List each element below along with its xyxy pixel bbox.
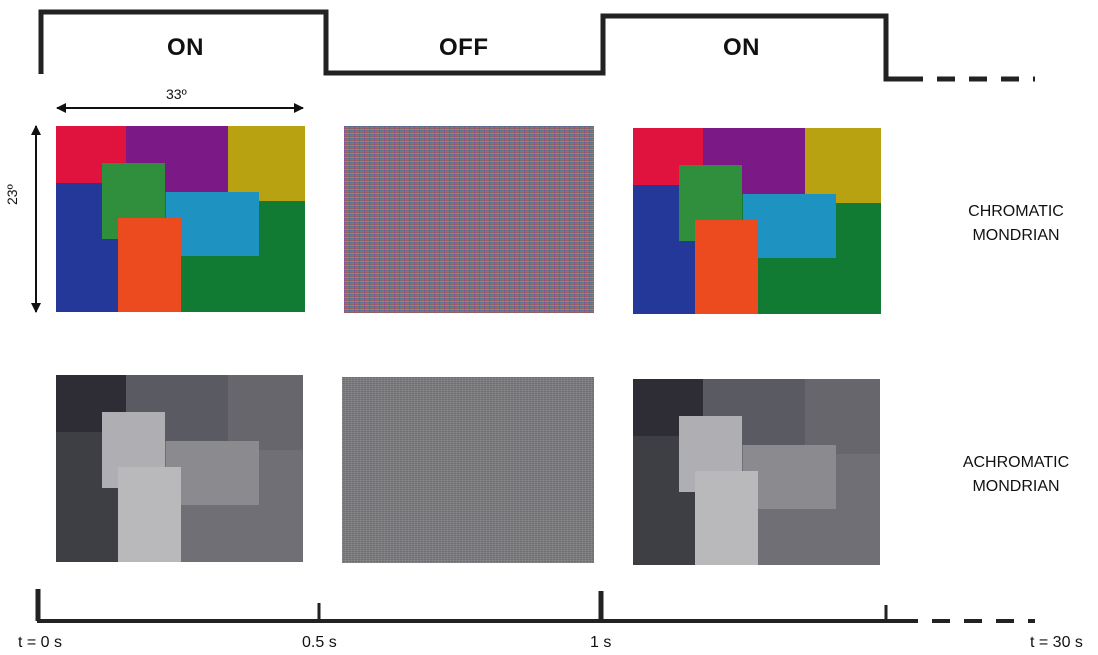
phase-label-on-1: ON [167,34,204,61]
chromatic-noise-panel [344,126,594,313]
mondrian-block-mid-3 [166,441,259,505]
achromatic-mondrian-panel-1 [56,375,303,562]
row-label-chromatic-line2: MONDRIAN [972,227,1060,244]
tick-label-1s: 1 s [590,634,612,651]
phase-label-off: OFF [439,34,489,61]
on-off-wave-line [38,9,905,82]
phase-label-on-2: ON [723,34,760,61]
row-label-chromatic: CHROMATIC MONDRIAN [936,200,1096,248]
mondrian-block-mid-2 [805,379,880,454]
mondrian-block-orange [695,220,758,314]
tick-label-end: t = 30 s [1030,634,1083,651]
mondrian-block-olive [228,126,305,201]
mondrian-block-olive [805,128,881,203]
mondrian-block-orange [118,218,181,312]
chromatic-mondrian-panel-1 [56,126,305,312]
dimension-arrows [31,103,304,313]
mondrian-block-light-2 [118,467,181,562]
row-label-chromatic-line1: CHROMATIC [968,203,1064,220]
width-label: 33º [166,86,187,102]
stimulus-timing-wave [38,9,1035,82]
time-axis [35,589,1035,623]
mondrian-block-mid-2 [228,375,303,450]
chromatic-mondrian-panel-2 [633,128,881,314]
achromatic-mondrian-panel-2 [633,379,880,565]
row-label-achromatic: ACHROMATIC MONDRIAN [936,451,1096,499]
row-label-achromatic-line2: MONDRIAN [972,478,1060,495]
tick-label-0.5s: 0.5 s [302,634,337,651]
achromatic-noise-panel [342,377,594,563]
row-label-achromatic-line1: ACHROMATIC [962,454,1070,471]
mondrian-block-cyan [743,194,836,258]
mondrian-block-cyan [166,192,259,256]
tick-label-0s: t = 0 s [18,634,63,651]
height-label: 23º [4,184,20,205]
mondrian-block-light-2 [695,471,758,565]
mondrian-block-mid-3 [743,445,836,509]
